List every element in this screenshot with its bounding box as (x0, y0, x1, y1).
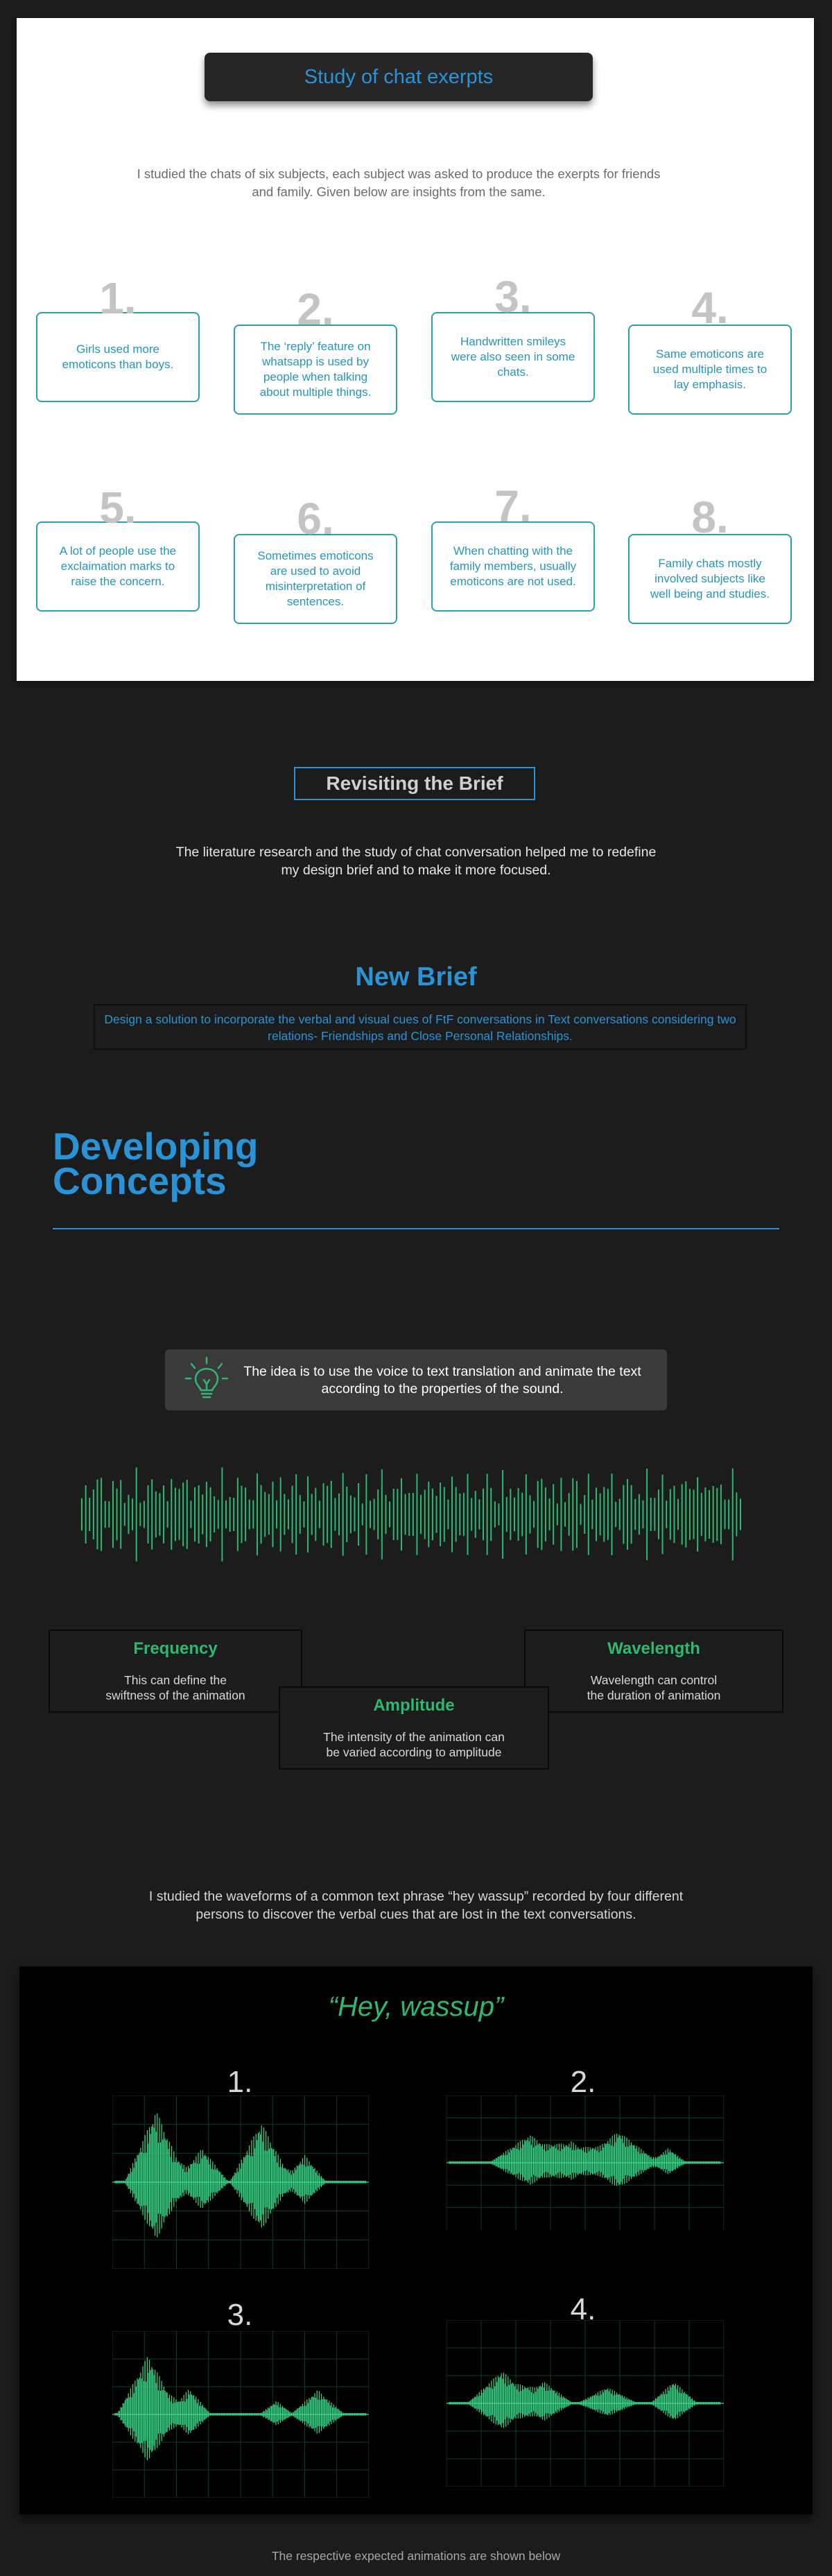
chat-study-intro: I studied the chats of six subjects, eac… (137, 166, 661, 199)
idea-callout: The idea is to use the voice to text tra… (165, 1349, 667, 1410)
insight-card-3: Handwritten smileys were also seen in so… (431, 312, 595, 402)
developing-heading-line1: Developing (53, 1125, 259, 1168)
waveform-study-text: I studied the waveforms of a common text… (148, 1889, 684, 1922)
waveform-sample-1 (112, 2095, 369, 2269)
insight-number-4: 4. (691, 283, 729, 333)
insight-text-7: When chatting with the family members, u… (449, 544, 577, 588)
waveform-sample-2 (447, 2095, 724, 2230)
insight-number-2: 2. (297, 284, 334, 334)
insight-card-1: Girls used more emoticons than boys. (36, 312, 200, 402)
waveform-label-1: 1. (227, 2065, 253, 2099)
revisit-brief-text: The literature research and the study of… (175, 845, 657, 878)
insight-text-1: Girls used more emoticons than boys. (62, 343, 174, 371)
insight-number-1: 1. (99, 273, 137, 323)
footer-caption: The respective expected animations are s… (271, 2549, 561, 2563)
insight-card-4: Same emoticons are used multiple times t… (628, 325, 792, 415)
insight-card-2: The ‘reply’ feature on whatsapp is used … (234, 325, 397, 415)
frequency-desc: This can define the swiftness of the ani… (105, 1673, 245, 1702)
insight-card-5: A lot of people use the exclaimation mar… (36, 521, 200, 612)
waveform-label-3: 3. (227, 2298, 253, 2332)
wavelength-box: Wavelength Wavelength can control the du… (524, 1630, 783, 1713)
revisit-brief-heading: Revisiting the Brief (294, 767, 535, 800)
insight-text-3: Handwritten smileys were also seen in so… (451, 335, 575, 379)
insight-number-3: 3. (494, 272, 532, 322)
insight-card-8: Family chats mostly involved subjects li… (628, 534, 792, 624)
insight-number-6: 6. (297, 494, 334, 544)
new-brief-box: Design a solution to incorporate the ver… (94, 1004, 747, 1050)
frequency-box: Frequency This can define the swiftness … (49, 1630, 302, 1713)
insight-text-8: Family chats mostly involved subjects li… (650, 557, 770, 600)
waveform-sample-3 (112, 2331, 369, 2498)
waveform-study-card: “Hey, wassup” 1. 2. 3. 4. (19, 1966, 813, 2514)
developing-heading-line2: Concepts (53, 1159, 227, 1202)
insight-text-4: Same emoticons are used multiple times t… (652, 347, 768, 391)
amplitude-box: Amplitude The intensity of the animation… (279, 1686, 549, 1770)
chat-study-title: Study of chat exerpts (205, 53, 593, 101)
waveform-graphic (81, 1467, 741, 1562)
wavelength-desc: Wavelength can control the duration of a… (587, 1673, 721, 1702)
insight-card-6: Sometimes emoticons are used to avoid mi… (234, 534, 397, 624)
insight-text-2: The ‘reply’ feature on whatsapp is used … (259, 340, 372, 399)
developing-concepts-heading: Developing Concepts (53, 1125, 259, 1202)
frequency-title: Frequency (133, 1639, 218, 1658)
waveform-label-4: 4. (570, 2292, 596, 2326)
insight-text-6: Sometimes emoticons are used to avoid mi… (257, 549, 374, 608)
lightbulb-icon (184, 1356, 229, 1399)
wavelength-title: Wavelength (607, 1639, 700, 1658)
amplitude-desc: The intensity of the animation can be va… (323, 1730, 505, 1759)
insight-number-7: 7. (494, 481, 532, 531)
insight-number-8: 8. (691, 492, 729, 542)
phrase-title: “Hey, wassup” (328, 1991, 504, 2022)
section-divider (53, 1228, 779, 1229)
idea-text: The idea is to use the voice to text tra… (243, 1364, 641, 1397)
insight-number-5: 5. (99, 483, 137, 533)
waveform-label-2: 2. (570, 2065, 596, 2099)
insight-text-5: A lot of people use the exclaimation mar… (59, 544, 177, 588)
amplitude-title: Amplitude (373, 1696, 455, 1715)
waveform-sample-4 (447, 2320, 724, 2487)
new-brief-heading: New Brief (355, 962, 477, 992)
insight-card-7: When chatting with the family members, u… (431, 521, 595, 612)
new-brief-text: Design a solution to incorporate the ver… (104, 1012, 736, 1043)
